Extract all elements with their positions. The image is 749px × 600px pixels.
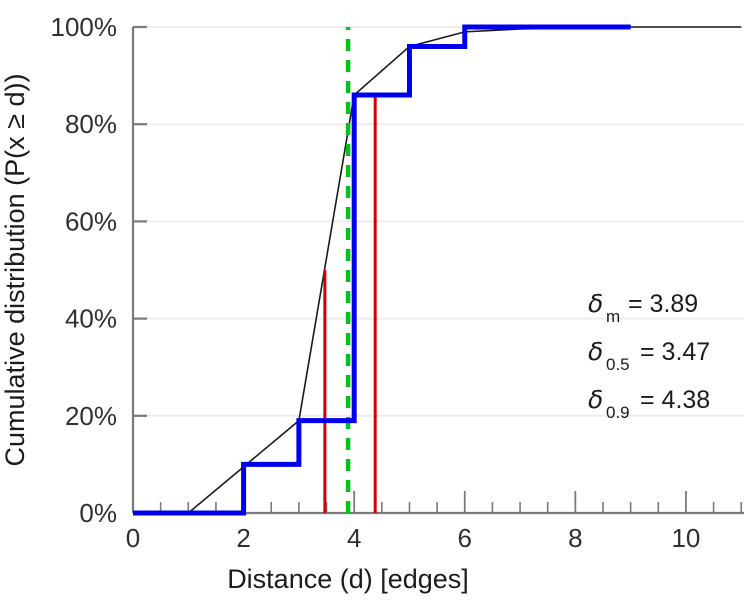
annotation-delta-05: δ 0.5 = 3.47: [588, 337, 710, 374]
xtick-label-6: 6: [458, 523, 472, 553]
y-tick-labels: 0% 20% 40% 60% 80% 100%: [51, 12, 118, 528]
ytick-label-40: 40%: [65, 304, 117, 334]
y-axis-label: Cumulative distribution (P(x ≥ d)): [0, 74, 30, 467]
ytick-label-80: 80%: [65, 109, 117, 139]
x-tick-labels: 0 2 4 6 8 10: [126, 523, 701, 553]
marker-vlines: [323, 27, 377, 513]
delta-m-symbol: δ: [588, 289, 603, 318]
delta-09-value: = 4.38: [640, 386, 710, 414]
xtick-label-10: 10: [671, 523, 700, 553]
delta-09-symbol: δ: [588, 385, 603, 414]
delta-09-subscript: 0.9: [606, 403, 630, 422]
xtick-label-8: 8: [568, 523, 582, 553]
delta-05-symbol: δ: [588, 337, 603, 366]
delta-05-subscript: 0.5: [606, 355, 630, 374]
ytick-label-20: 20%: [65, 401, 117, 431]
gridlines: [133, 26, 744, 417]
annotation-delta-m: δ m = 3.89: [588, 289, 698, 326]
annotation-delta-09: δ 0.9 = 4.38: [588, 385, 710, 422]
delta-m-value: = 3.89: [628, 290, 698, 318]
xtick-label-4: 4: [347, 523, 361, 553]
empirical-cdf-step-line: [133, 24, 631, 516]
ytick-label-100: 100%: [51, 12, 118, 42]
delta-m-subscript: m: [606, 307, 620, 326]
ytick-label-60: 60%: [65, 206, 117, 236]
ytick-label-0: 0%: [79, 498, 117, 528]
delta-05-value: = 3.47: [640, 338, 710, 366]
xtick-label-0: 0: [126, 523, 140, 553]
x-axis-label: Distance (d) [edges]: [227, 564, 469, 594]
xtick-label-2: 2: [236, 523, 250, 553]
